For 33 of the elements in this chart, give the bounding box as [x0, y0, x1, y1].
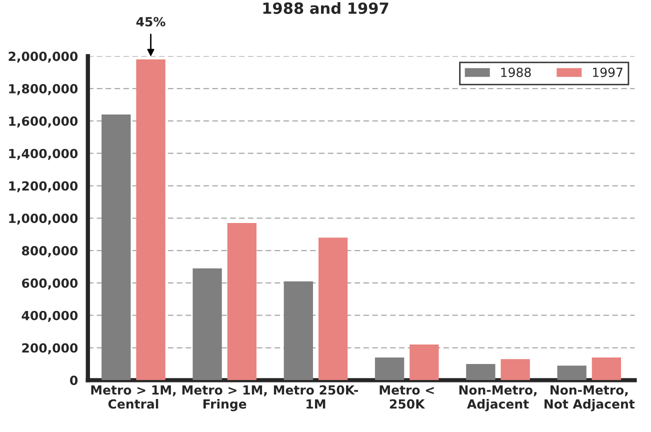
y-tick-label: 800,000 [22, 246, 78, 258]
y-tick-label: 600,000 [22, 278, 78, 290]
bar [500, 359, 530, 380]
bar [284, 281, 313, 380]
x-tick-label: Metro 250K- 1M [274, 385, 358, 409]
legend-label: 1997 [593, 68, 622, 78]
bar [374, 357, 404, 380]
y-tick-label: 400,000 [22, 310, 78, 322]
bar [557, 366, 586, 380]
y-tick-label: 1,200,000 [9, 181, 78, 192]
y-tick-label: 1,000,000 [9, 214, 78, 225]
x-tick-label: Non-Metro, Adjacent [459, 385, 537, 412]
y-tick-label: 2,000,000 [8, 52, 78, 63]
chart-title: 1988 and 1997 [263, 2, 388, 14]
x-tick-label: Metro < 250K [380, 385, 434, 409]
x-tick-label: Metro > 1M, Fringe [182, 385, 267, 412]
y-tick-label: 200,000 [22, 343, 78, 354]
bar [227, 223, 256, 380]
y-tick-label: 1,400,000 [9, 148, 78, 160]
y-tick-label: 1,600,000 [9, 116, 78, 128]
legend-label: 1988 [501, 68, 531, 78]
bar [466, 364, 496, 380]
bar [192, 268, 222, 380]
bar [592, 357, 622, 380]
x-tick-label: Metro > 1M, Central [91, 385, 176, 409]
bar [410, 344, 439, 380]
bar [318, 238, 348, 380]
bar [136, 59, 166, 380]
x-tick-label: Non-Metro, Not Adjacent [544, 385, 635, 412]
y-tick-label: 0 [70, 376, 78, 386]
annotation: 45% [136, 16, 166, 26]
bar [102, 114, 131, 380]
y-tick-label: 1,800,000 [9, 84, 78, 96]
